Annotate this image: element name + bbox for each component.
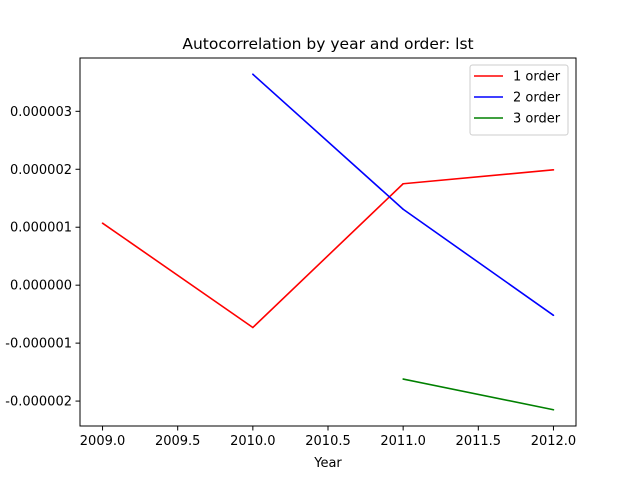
x-axis: 2009.0 2009.5 2010.0 2010.5 2011.0 2011.5 2012… (80, 426, 576, 449)
plot-area (101, 73, 555, 411)
data-point (402, 208, 404, 211)
series-line-1 (102, 169, 554, 329)
y-tick-label: 0.000001 (10, 221, 72, 236)
x-tick-label: 2011.0 (380, 434, 426, 449)
x-tick-label: 2011.5 (456, 434, 502, 449)
legend-label: 3 order (513, 112, 561, 127)
data-point (552, 169, 555, 171)
x-tick-label: 2009.5 (155, 434, 201, 449)
data-point (552, 314, 555, 317)
y-tick-label: 0.000003 (10, 105, 72, 120)
legend-label: 2 order (513, 91, 561, 106)
y-axis: -0.000002 -0.000001 0.000000 0.000001 0.0000… (5, 105, 80, 410)
series-line-3 (402, 378, 554, 411)
x-tick-label: 2009.0 (80, 434, 126, 449)
data-point (552, 408, 555, 411)
y-tick-label: 0.000000 (10, 279, 72, 294)
data-point (402, 182, 404, 185)
data-point (101, 222, 104, 224)
x-tick-label: 2010.0 (230, 434, 276, 449)
data-point (252, 73, 254, 76)
x-tick-label: 2010.5 (305, 434, 351, 449)
data-point (252, 326, 254, 329)
y-tick-label: -0.000001 (5, 337, 72, 352)
x-axis-label: Year (313, 456, 342, 471)
x-tick-label: 2012.0 (531, 434, 577, 449)
data-point (402, 378, 404, 380)
y-tick-label: -0.000002 (5, 395, 72, 410)
legend: 1 order 2 order 3 order (469, 64, 569, 136)
y-tick-label: 0.000002 (10, 163, 72, 178)
legend-label: 1 order (513, 70, 561, 85)
chart-title: Autocorrelation by year and order: lst (182, 35, 473, 53)
